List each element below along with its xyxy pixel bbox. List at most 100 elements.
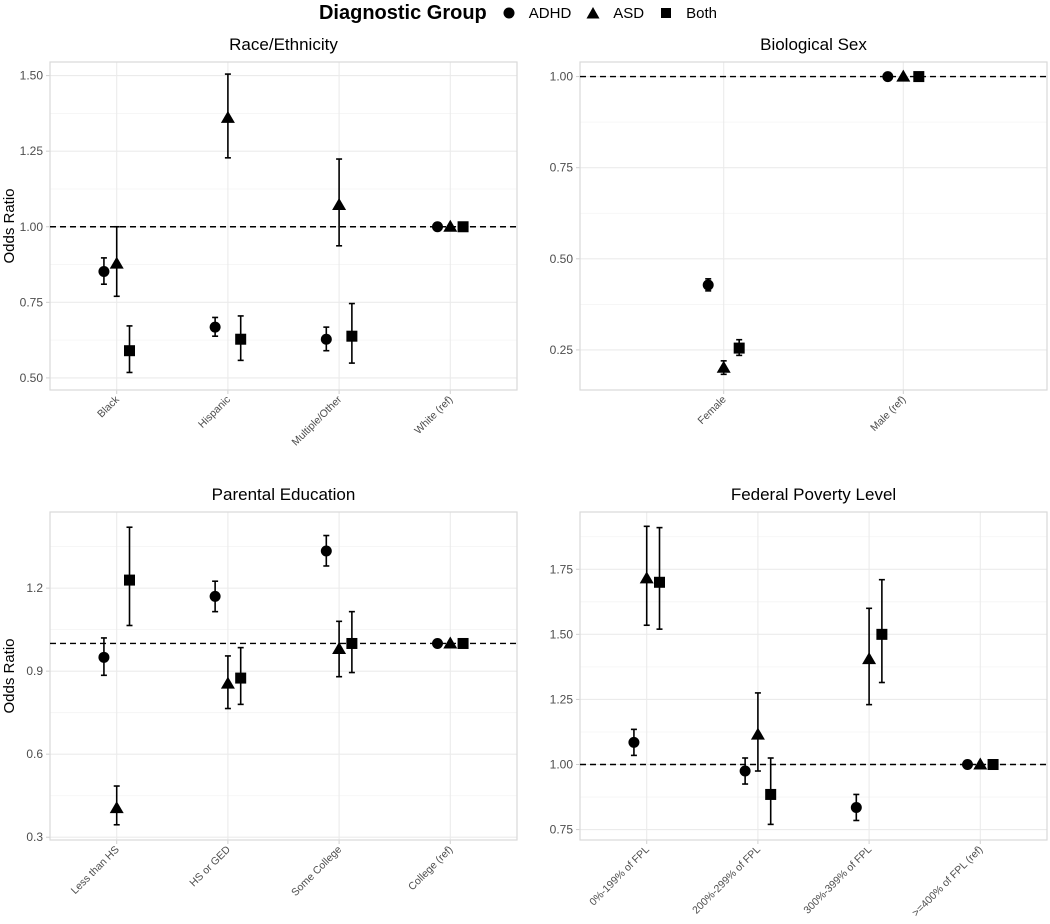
data-point-asd [896, 69, 911, 82]
y-tick-label: 1.50 [20, 69, 44, 83]
data-point-asd [220, 110, 235, 123]
data-point-both [654, 576, 666, 588]
data-point-both [733, 342, 745, 354]
data-point-adhd [431, 221, 443, 233]
y-tick-label: 1.25 [20, 144, 44, 158]
data-point-both [235, 333, 247, 345]
x-tick-label: >=400% of FPL (ref) [910, 844, 985, 919]
y-axis-label: Odds Ratio [1, 188, 18, 263]
data-point-asd [109, 801, 124, 814]
data-point-both [987, 759, 999, 771]
x-tick-label: Hispanic [196, 394, 233, 431]
data-point-adhd [320, 333, 332, 345]
x-tick-label: Some College [289, 844, 344, 899]
data-point-both [457, 637, 469, 649]
data-point-adhd [98, 265, 110, 277]
y-axis-label: Odds Ratio [1, 638, 18, 713]
triangle-icon [586, 7, 600, 19]
legend-title: Diagnostic Group [318, 1, 487, 24]
y-tick-label: 1.2 [26, 581, 43, 595]
panel-federal-poverty-level: Federal Poverty Level 0.75 1.00 1.25 1.50 1.7… [550, 485, 1048, 919]
data-point-asd [973, 757, 988, 770]
panel-border [49, 61, 518, 391]
panel-border [49, 511, 518, 841]
panel-border [579, 511, 1048, 841]
x-tick-label: HS or GED [187, 843, 233, 889]
data-point-asd [332, 642, 347, 655]
data-point-both [913, 71, 925, 83]
x-tick-label: Male (ref) [868, 394, 908, 434]
data-point-asd [109, 256, 124, 269]
data-point-both [346, 330, 358, 342]
y-tick-label: 1.00 [20, 220, 44, 234]
x-tick-label: 200%-299% of FPL [690, 844, 763, 917]
y-tick-label: 0.6 [26, 747, 43, 761]
data-point-adhd [961, 759, 973, 771]
y-tick-label: 0.75 [20, 295, 44, 309]
data-point-both [124, 574, 136, 586]
x-tick-label: 300%-399% of FPL [801, 844, 874, 917]
data-point-asd [443, 219, 458, 232]
data-point-adhd [850, 801, 862, 813]
square-icon [661, 8, 672, 18]
x-tick-label: Black [95, 393, 122, 420]
panel-parental-education: Parental Education 0.3 0.6 0.9 1.2 Less than … [1, 485, 518, 899]
data-point-adhd [209, 321, 221, 333]
y-tick-label: 0.50 [550, 252, 574, 266]
y-tick-label: 0.75 [550, 161, 574, 175]
data-point-asd [716, 360, 731, 373]
legend-item-asd: ASD [585, 5, 644, 22]
data-point-adhd [98, 651, 110, 663]
data-point-both [876, 628, 888, 640]
y-tick-label: 1.00 [550, 758, 574, 772]
panel-border [579, 61, 1048, 391]
data-point-asd [639, 571, 654, 584]
circle-icon [503, 7, 515, 19]
y-tick-label: 0.9 [26, 664, 43, 678]
y-tick-label: 1.00 [550, 70, 574, 84]
y-tick-label: 0.25 [550, 343, 574, 357]
data-point-adhd [431, 637, 443, 649]
data-point-adhd [320, 545, 332, 557]
y-tick-label: 0.50 [20, 371, 44, 385]
legend-label: ADHD [528, 4, 572, 22]
panel-title: Race/Ethnicity [229, 35, 338, 54]
data-point-both [457, 221, 469, 233]
legend-item-adhd: ADHD [501, 4, 572, 22]
data-point-both [346, 637, 358, 649]
legend: Diagnostic Group ADHD ASD Both [0, 0, 1050, 26]
x-tick-label: College (ref) [406, 844, 455, 893]
y-tick-label: 1.75 [550, 562, 574, 576]
data-point-adhd [628, 736, 640, 748]
data-point-adhd [739, 765, 751, 777]
y-tick-label: 1.25 [550, 692, 574, 706]
panel-race-ethnicity: Race/Ethnicity 0.50 0.75 1.00 1.25 1.50 Black H… [1, 35, 518, 448]
data-point-asd [220, 676, 235, 689]
panel-title: Biological Sex [760, 35, 867, 54]
data-point-adhd [209, 590, 221, 602]
legend-label: ASD [613, 4, 645, 22]
data-point-adhd [702, 279, 714, 291]
x-tick-label: Female [696, 394, 729, 427]
data-point-asd [862, 652, 877, 665]
x-tick-label: Less than HS [69, 844, 122, 897]
data-point-asd [332, 197, 347, 210]
data-point-asd [443, 636, 458, 649]
data-point-both [765, 788, 777, 800]
panel-title: Parental Education [212, 485, 356, 504]
x-tick-label: Multiple/Other [290, 393, 345, 448]
panel-biological-sex: Biological Sex 0.25 0.50 0.75 1.00 Female Male… [550, 35, 1048, 434]
panel-title: Federal Poverty Level [731, 485, 896, 504]
data-point-both [124, 345, 136, 357]
legend-item-both: Both [658, 5, 717, 22]
legend-label: Both [686, 4, 717, 22]
y-tick-label: 0.75 [550, 823, 574, 837]
data-point-adhd [882, 71, 894, 83]
data-point-asd [750, 727, 765, 740]
y-tick-label: 0.3 [26, 830, 43, 844]
x-tick-label: White (ref) [412, 394, 455, 437]
y-tick-label: 1.50 [550, 627, 574, 641]
data-point-both [235, 672, 247, 684]
x-tick-label: 0%-199% of FPL [587, 844, 652, 909]
